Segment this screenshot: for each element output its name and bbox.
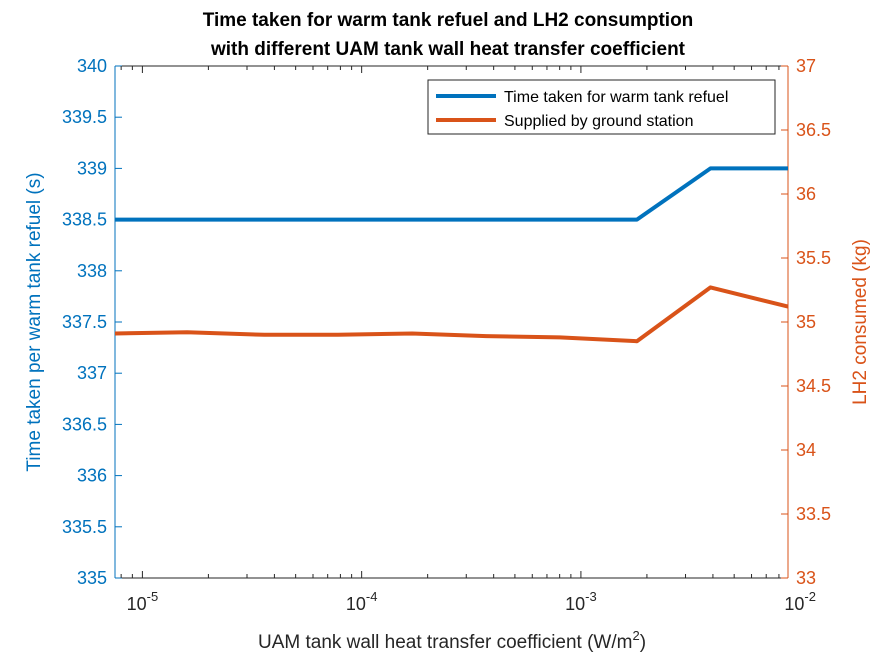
x-tick-label: 10-3: [565, 589, 597, 614]
y-left-tick-label: 339.5: [62, 107, 107, 127]
x-tick-label-base: 10: [565, 594, 585, 614]
x-axis-label-superscript: 2: [632, 628, 639, 643]
y-left-tick-label: 337.5: [62, 312, 107, 332]
y-axis-right-label: LH2 consumed (kg): [850, 239, 871, 405]
x-tick-label: 10-4: [346, 589, 378, 614]
y-axis-left-label: Time taken per warm tank refuel (s): [24, 172, 45, 471]
legend: Time taken for warm tank refuel Supplied…: [427, 79, 776, 135]
chart-title-line-1: Time taken for warm tank refuel and LH2 …: [203, 10, 694, 31]
y-left-tick-label: 337: [77, 363, 107, 383]
y-right-tick-label: 36.5: [796, 120, 831, 140]
x-tick-label-exponent: -4: [366, 589, 378, 604]
y-left-tick-label: 338.5: [62, 210, 107, 230]
plot-area: 335 335.5 336 336.5 337 337.5 338 338.5 339 339.5…: [62, 56, 831, 614]
x-axis-label-main: UAM tank wall heat transfer coefficient …: [258, 632, 633, 653]
y-left-tick-label: 336: [77, 466, 107, 486]
x-tick-label-exponent: -5: [147, 589, 159, 604]
y-right-tick-label: 37: [796, 56, 816, 76]
y-right-tick-label: 35.5: [796, 248, 831, 268]
series-line-ground-station: [114, 285, 789, 344]
y-right-tick-label: 35: [796, 312, 816, 332]
x-tick-label: 10-2: [784, 589, 816, 614]
y-right-tick-label: 36: [796, 184, 816, 204]
y-left-tick-label: 335: [77, 568, 107, 588]
x-axis-label-end: ): [640, 632, 646, 653]
y-left-tick-label: 340: [77, 56, 107, 76]
y-left-tick-label: 338: [77, 261, 107, 281]
legend-label-ground-station: Supplied by ground station: [504, 113, 693, 130]
y-left-tick-label: 336.5: [62, 414, 107, 434]
series-line-time-taken: [115, 166, 788, 222]
x-tick-label-base: 10: [127, 594, 147, 614]
chart-title: Time taken for warm tank refuel and LH2 …: [203, 10, 694, 60]
y-right-tick-label: 34: [796, 440, 816, 460]
x-tick-label: 10-5: [127, 589, 159, 614]
legend-label-time-taken: Time taken for warm tank refuel: [504, 89, 728, 106]
x-tick-label-base: 10: [346, 594, 366, 614]
x-axis-label: UAM tank wall heat transfer coefficient …: [258, 628, 646, 653]
chart-title-line-2: with different UAM tank wall heat transf…: [210, 39, 686, 60]
y-left-tick-label: 335.5: [62, 517, 107, 537]
y-left-tick-label: 339: [77, 158, 107, 178]
x-tick-label-exponent: -2: [804, 589, 816, 604]
x-tick-label-base: 10: [784, 594, 804, 614]
legend-box: [427, 79, 776, 135]
x-tick-label-exponent: -3: [585, 589, 597, 604]
y-right-tick-label: 33.5: [796, 504, 831, 524]
y-right-tick-label: 34.5: [796, 376, 831, 396]
y-right-tick-label: 33: [796, 568, 816, 588]
